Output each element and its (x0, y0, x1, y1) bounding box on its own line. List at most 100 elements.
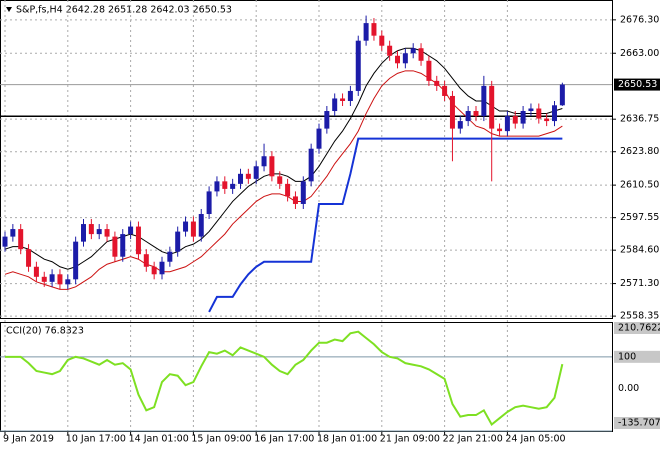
candle-body (520, 111, 526, 124)
candle-body (57, 274, 63, 285)
indicator-tick-box (614, 350, 660, 363)
candle-body (269, 156, 275, 177)
overlay-line (4, 47, 563, 270)
candle-body (387, 45, 393, 56)
x-tick-label: 22 Jan 21:00 (443, 434, 503, 445)
x-tick-label: 14 Jan 01:00 (129, 434, 189, 445)
current-price-label: 2650.53 (618, 79, 657, 90)
candle-body (379, 35, 385, 46)
candle-body (73, 241, 79, 280)
candle-body (536, 108, 542, 119)
candle-body (418, 48, 424, 61)
candle-body (10, 229, 16, 237)
candle-body (473, 111, 479, 117)
x-tick-label: 15 Jan 09:00 (191, 434, 251, 445)
candle-body (167, 251, 173, 262)
candle-body (238, 173, 243, 184)
candle-body (552, 105, 557, 122)
plot-frame (0, 0, 613, 319)
indicator-tick-box (614, 417, 660, 429)
indicator-tick-label: 210.7622 (618, 323, 660, 334)
candle-body (308, 148, 314, 182)
candle-body (402, 53, 408, 64)
candle-body (285, 183, 291, 197)
candle-body (434, 80, 440, 86)
candle-body (559, 84, 565, 106)
indicator-title: CCI(20) 76.8323 (6, 326, 84, 337)
indicator-line (5, 330, 564, 427)
candle-body (253, 166, 259, 179)
candle-body (88, 224, 94, 235)
candle-body (426, 60, 432, 81)
candle-body (489, 85, 495, 129)
candle-body (457, 121, 463, 129)
y-tick-label: 2584.60 (620, 245, 659, 256)
candle-body (504, 116, 510, 132)
candle-body (135, 226, 141, 255)
candle-body (230, 183, 236, 189)
candle-body (277, 176, 283, 184)
candle-body (49, 274, 55, 282)
candle-body (175, 231, 181, 252)
candle-body (355, 40, 361, 91)
candle-body (347, 90, 353, 101)
candle-body (449, 95, 455, 129)
candle-body (198, 214, 204, 237)
candle-body (300, 181, 306, 204)
candle-body (324, 111, 330, 129)
candle-body (41, 276, 47, 282)
x-tick-label: 24 Jan 05:00 (505, 434, 565, 445)
candle-body (544, 118, 550, 122)
candle-body (410, 48, 416, 54)
x-tick-label: 16 Jan 17:00 (254, 434, 314, 445)
candle-body (65, 279, 71, 285)
current-price-box (614, 78, 660, 91)
candle-body (2, 236, 8, 247)
indicator-tick-label: -135.7072 (618, 418, 660, 429)
indicator-tick-label: 100 (618, 351, 636, 362)
y-tick-label: 2610.50 (620, 180, 659, 191)
candle-body (442, 85, 448, 96)
candle-body (214, 181, 220, 192)
x-tick-label: 10 Jan 17:00 (66, 434, 126, 445)
candle-body (222, 181, 228, 189)
y-tick-label: 2663.00 (620, 48, 659, 59)
candle-body (33, 266, 39, 277)
x-tick-label: 18 Jan 01:00 (317, 434, 377, 445)
candle-body (18, 229, 24, 250)
candle-body (151, 266, 157, 275)
chart-title: S&P,fs,H4 2642.28 2651.28 2642.03 2650.5… (16, 5, 232, 16)
y-tick-label: 2597.55 (620, 212, 659, 223)
y-tick-label: 2676.30 (620, 14, 659, 25)
candle-body (112, 236, 118, 257)
candle-body (183, 221, 189, 232)
y-tick-label: 2558.35 (620, 311, 659, 322)
candle-body (206, 191, 212, 215)
candle-body (512, 116, 518, 124)
y-tick-label: 2636.75 (620, 114, 659, 125)
candle-body (96, 229, 102, 235)
menu-arrow[interactable] (6, 7, 12, 12)
candle-body (120, 234, 126, 257)
candle-body (363, 23, 369, 41)
x-tick-label: 9 Jan 2019 (3, 434, 54, 445)
y-tick-label: 2623.80 (620, 146, 659, 157)
y-tick-label: 2571.30 (620, 278, 659, 289)
candle-body (81, 224, 86, 242)
candle-body (481, 85, 487, 117)
candle-body (371, 23, 377, 36)
candle-body (261, 156, 267, 167)
indicator-tick-box (614, 322, 660, 334)
candle-body (143, 254, 149, 267)
candle-body (340, 98, 346, 101)
candle-body (292, 196, 298, 204)
candle-body (128, 226, 134, 235)
x-tick-label: 21 Jan 09:00 (380, 434, 440, 445)
candle-body (332, 98, 338, 112)
candle-body (395, 55, 400, 64)
candle-body (26, 249, 32, 267)
candle-body (497, 128, 503, 132)
indicator-tick-label: 0.00 (618, 383, 639, 394)
candle-body (465, 111, 471, 122)
